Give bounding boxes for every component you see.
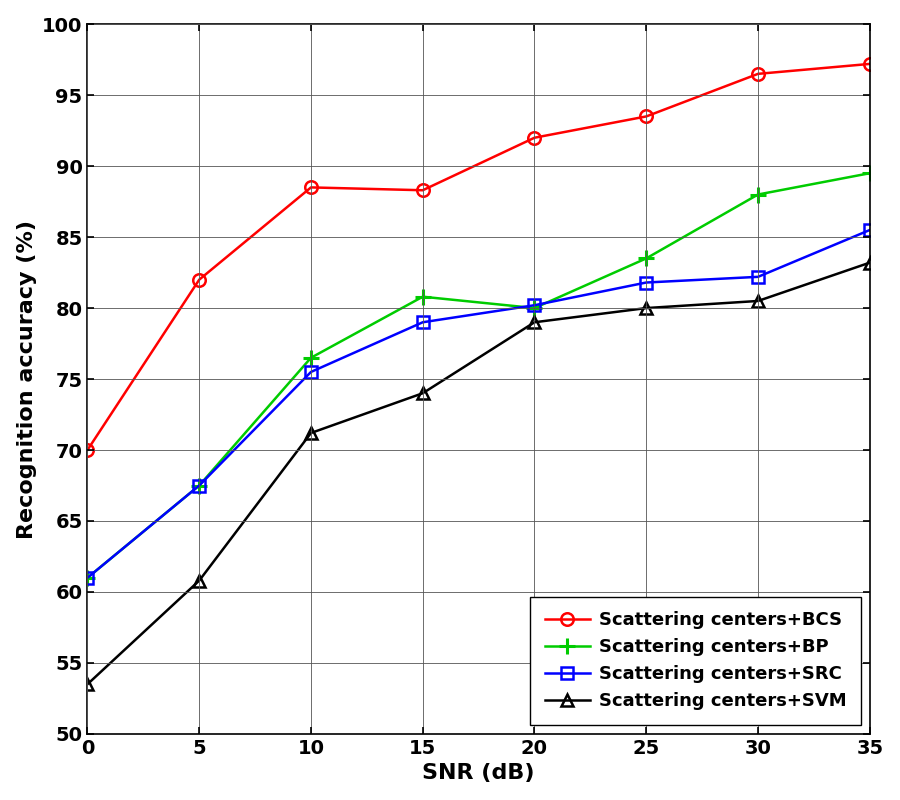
Scattering centers+SRC [529,301,540,310]
Scattering centers+BCS [194,275,204,285]
Scattering centers+SRC [752,272,763,282]
Scattering centers+BCS [752,69,763,78]
Scattering centers+BCS [529,133,540,142]
Scattering centers+SRC [418,318,428,327]
Scattering centers+BP [418,292,428,302]
Legend: Scattering centers+BCS, Scattering centers+BP, Scattering centers+SRC, Scatterin: Scattering centers+BCS, Scattering cente… [530,597,860,725]
Scattering centers+BP [82,573,93,582]
Scattering centers+SRC [306,367,317,377]
Scattering centers+SVM [306,428,317,438]
Scattering centers+BCS [306,182,317,192]
Scattering centers+BP [529,303,540,313]
Scattering centers+BCS [864,59,875,69]
X-axis label: SNR (dB): SNR (dB) [422,763,535,783]
Scattering centers+SRC [864,225,875,234]
Scattering centers+BCS [82,446,93,455]
Scattering centers+BCS [418,186,428,195]
Scattering centers+SVM [82,679,93,689]
Scattering centers+SVM [418,389,428,398]
Line: Scattering centers+SRC: Scattering centers+SRC [82,225,876,583]
Scattering centers+SVM [752,296,763,306]
Scattering centers+SRC [82,573,93,582]
Scattering centers+BCS [641,112,652,122]
Scattering centers+BP [306,353,317,362]
Scattering centers+SVM [529,318,540,327]
Line: Scattering centers+BP: Scattering centers+BP [79,165,878,586]
Scattering centers+BP [641,254,652,263]
Scattering centers+SRC [194,481,204,490]
Scattering centers+BP [864,169,875,178]
Line: Scattering centers+BCS: Scattering centers+BCS [81,58,876,456]
Y-axis label: Recognition accuracy (%): Recognition accuracy (%) [17,219,37,538]
Scattering centers+SVM [864,258,875,267]
Scattering centers+BP [194,481,204,490]
Scattering centers+SVM [194,576,204,586]
Line: Scattering centers+SVM: Scattering centers+SVM [82,257,876,690]
Scattering centers+SRC [641,278,652,287]
Scattering centers+BP [752,190,763,199]
Scattering centers+SVM [641,303,652,313]
